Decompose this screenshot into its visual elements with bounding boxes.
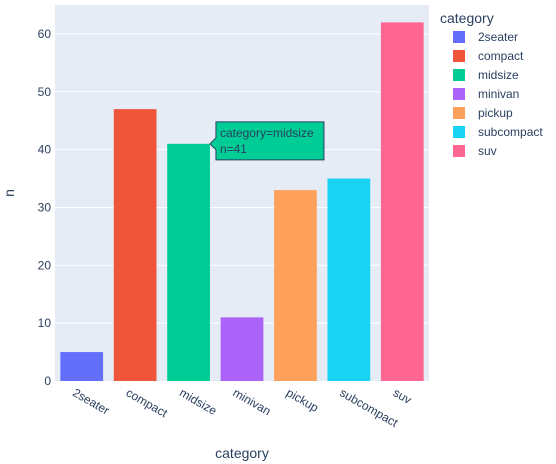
legend-swatch [453, 69, 465, 81]
y-tick-label: 20 [38, 258, 52, 272]
y-tick-label: 30 [38, 200, 52, 214]
y-tick-label: 10 [38, 316, 52, 330]
y-tick-label: 50 [38, 85, 52, 99]
bar-minivan[interactable] [220, 317, 264, 381]
hover-tooltip: category=midsize n=41 [209, 121, 325, 161]
legend-label: pickup [478, 106, 513, 120]
bars [60, 22, 424, 381]
y-axis-title: n [1, 189, 17, 197]
legend-label: subcompact [478, 125, 543, 139]
legend-swatch [453, 107, 465, 119]
x-tick-label: midsize [177, 385, 220, 418]
legend-swatch [453, 31, 465, 43]
x-tick-label: compact [124, 385, 171, 420]
x-tick-label: subcompact [337, 385, 401, 430]
legend-label: 2seater [478, 30, 518, 44]
legend-item-2seater[interactable]: 2seater [453, 30, 518, 44]
legend-item-compact[interactable]: compact [453, 49, 524, 63]
x-axis-ticks: 2seater compact midsize minivan pickup subcom… [70, 385, 414, 430]
y-tick-label: 0 [44, 374, 51, 388]
legend: category 2seater compact midsize minivan pic… [440, 10, 543, 158]
legend-swatch [453, 145, 465, 157]
bar-suv[interactable] [380, 22, 424, 381]
legend-item-minivan[interactable]: minivan [453, 87, 519, 101]
bar-subcompact[interactable] [327, 178, 371, 381]
x-tick-label: 2seater [70, 385, 112, 417]
bar-compact[interactable] [113, 109, 157, 381]
x-tick-label: pickup [284, 385, 321, 415]
hover-box [209, 121, 325, 161]
bar-midsize[interactable] [167, 143, 210, 381]
legend-item-midsize[interactable]: midsize [453, 68, 519, 82]
x-tick-label: minivan [231, 385, 274, 418]
legend-label: midsize [478, 68, 519, 82]
x-axis-title: category [215, 445, 269, 461]
legend-label: suv [478, 144, 497, 158]
y-tick-label: 60 [38, 27, 52, 41]
legend-item-suv[interactable]: suv [453, 144, 497, 158]
legend-item-subcompact[interactable]: subcompact [453, 125, 543, 139]
y-tick-label: 40 [38, 143, 52, 157]
y-axis-ticks: 0 10 20 30 40 50 60 [38, 27, 52, 388]
legend-item-pickup[interactable]: pickup [453, 106, 513, 120]
legend-label: compact [478, 49, 524, 63]
bar-2seater[interactable] [60, 352, 104, 381]
legend-title: category [440, 10, 494, 26]
x-tick-label: suv [391, 385, 414, 406]
hover-line-2: n=41 [220, 142, 247, 156]
bar-pickup[interactable] [274, 190, 317, 381]
hover-line-1: category=midsize [220, 126, 314, 140]
legend-swatch [453, 88, 465, 100]
legend-swatch [453, 50, 465, 62]
legend-swatch [453, 126, 465, 138]
legend-label: minivan [478, 87, 519, 101]
